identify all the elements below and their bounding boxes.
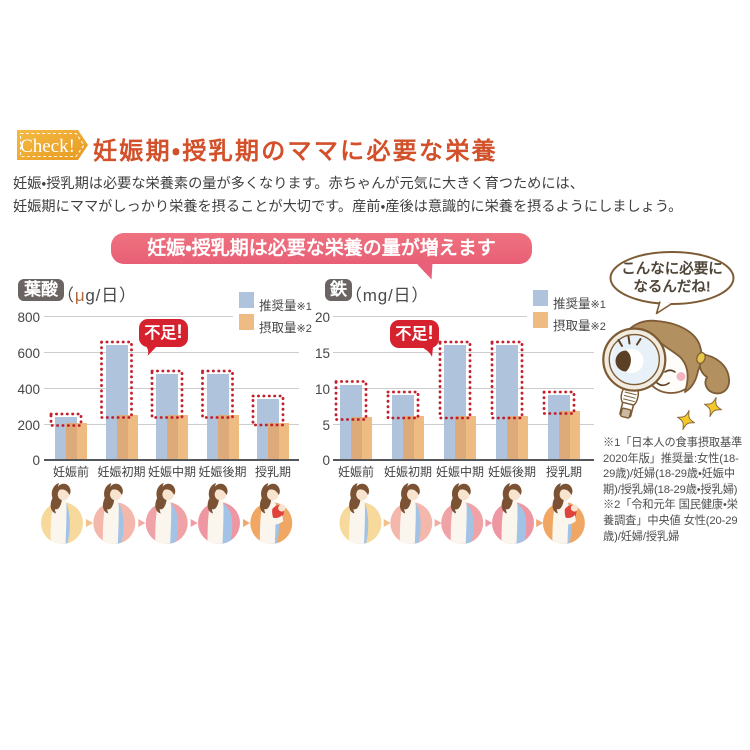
svg-text:なるんだね!: なるんだね! bbox=[633, 279, 710, 296]
svg-text:こんなに必要に: こんなに必要に bbox=[621, 260, 723, 278]
svg-text:Check!: Check! bbox=[20, 136, 75, 157]
